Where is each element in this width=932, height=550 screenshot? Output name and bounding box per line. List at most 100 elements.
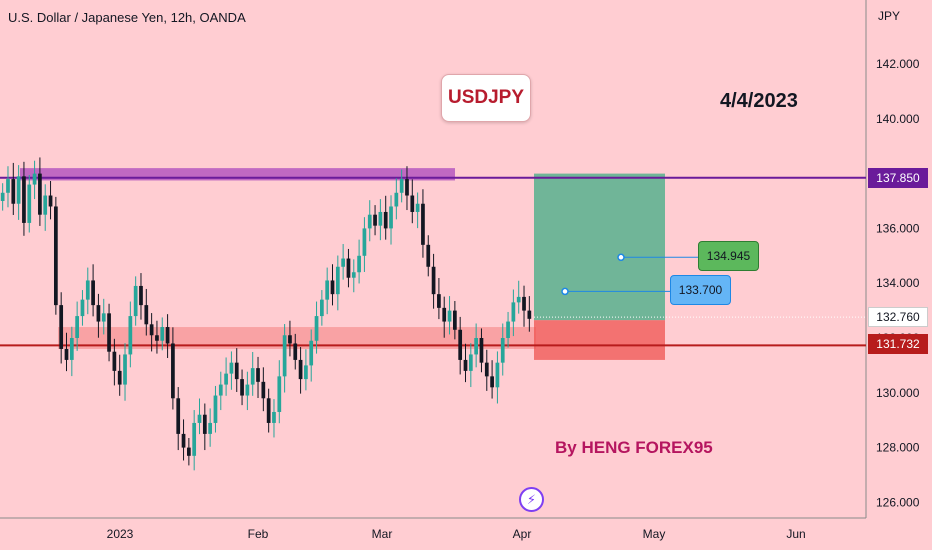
candle-body (495, 362, 500, 388)
candle-body (80, 299, 85, 317)
candle-body (282, 335, 287, 377)
candle-body (32, 173, 37, 185)
candle-body (309, 340, 314, 366)
candle-body (256, 368, 260, 382)
candle-body (181, 433, 186, 448)
author-annotation: By HENG FOREX95 (555, 438, 713, 457)
candle-body (490, 376, 494, 388)
candle-body (245, 384, 250, 396)
candle-body (405, 179, 409, 196)
candle-body (415, 203, 420, 212)
candle-body (69, 338, 74, 360)
candle-body (149, 324, 154, 336)
target-1-anchor[interactable] (561, 287, 569, 296)
candle-body (16, 176, 21, 204)
price-axis-ticks: 126.000128.000130.000132.000134.000136.0… (876, 57, 920, 509)
candle-body (389, 206, 393, 229)
candle-body (437, 294, 441, 308)
candle-body (176, 398, 181, 434)
candle-body (447, 310, 452, 322)
candle-body (117, 370, 122, 385)
candle-body (240, 379, 244, 396)
time-tick-label: Jun (786, 527, 805, 541)
resistance-price: 137.850 (876, 171, 920, 185)
candle-body (293, 343, 298, 360)
current-price: 132.760 (876, 310, 920, 324)
candle-body (234, 362, 239, 380)
price-tick-label: 140.000 (876, 112, 920, 126)
target-2-label[interactable]: 134.945 (698, 241, 759, 271)
candle-body (452, 310, 457, 330)
candle-body (192, 422, 197, 456)
time-tick-label: Feb (248, 527, 269, 541)
price-tick-label: 136.000 (876, 221, 920, 235)
candle-body (484, 362, 489, 377)
candle-body (421, 203, 425, 245)
candle-body (64, 348, 69, 360)
candle-body (383, 211, 388, 229)
candle-body (516, 296, 521, 303)
long-position-stop-zone[interactable] (534, 320, 665, 360)
candle-body (341, 258, 346, 267)
candle-body (378, 211, 383, 226)
candle-body (85, 280, 90, 300)
candle-body (474, 338, 479, 355)
candle-body (527, 310, 532, 319)
resistance-price-tag: 137.850 (868, 168, 928, 188)
time-tick-label: Mar (372, 527, 393, 541)
candle-body (155, 335, 159, 341)
time-axis-labels: 2023 Feb Mar Apr May Jun (107, 527, 806, 541)
candle-body (463, 359, 468, 371)
candle-body (522, 296, 526, 311)
candle-body (357, 255, 361, 273)
candle-body (511, 302, 516, 322)
candle-body (351, 272, 356, 278)
time-tick-label: Apr (513, 527, 532, 541)
candlestick-series (0, 157, 532, 471)
candle-body (213, 395, 218, 423)
candle-body (500, 338, 505, 363)
candle-body (298, 359, 303, 380)
candle-body (479, 338, 484, 363)
candle-body (272, 411, 276, 423)
support-price: 131.732 (876, 337, 920, 351)
candle-body (314, 316, 319, 341)
candle-body (53, 206, 58, 306)
candle-body (202, 414, 207, 434)
price-tick-label: 142.000 (876, 57, 920, 71)
target-2-anchor[interactable] (617, 253, 625, 262)
candle-body (133, 285, 138, 317)
candle-body (139, 285, 143, 306)
target-1-label[interactable]: 133.700 (670, 275, 731, 305)
candle-body (43, 195, 48, 215)
candle-body (38, 173, 42, 215)
target-2-value: 134.945 (706, 249, 751, 263)
long-position-profit-zone[interactable] (534, 173, 665, 321)
symbol-label-box[interactable]: USDJPY (441, 74, 531, 122)
candle-body (128, 316, 133, 355)
candle-body (224, 373, 228, 385)
candle-body (27, 184, 32, 223)
candle-body (75, 316, 80, 338)
symbol-label: USDJPY (447, 87, 525, 108)
lightning-bolt-icon[interactable]: ⚡ (519, 487, 544, 512)
time-tick-label: 2023 (107, 527, 134, 541)
candle-body (0, 192, 5, 201)
candle-body (346, 258, 351, 278)
price-tick-label: 126.000 (876, 495, 920, 509)
candle-body (442, 307, 447, 322)
support-zone[interactable] (58, 327, 536, 349)
candle-body (426, 244, 431, 267)
candle-body (399, 179, 404, 193)
candle-body (266, 398, 271, 423)
candle-body (335, 266, 340, 295)
price-tick-label: 130.000 (876, 386, 920, 400)
candle-body (458, 329, 463, 360)
candle-body (6, 179, 10, 193)
candle-body (91, 280, 95, 306)
candle-body (186, 447, 191, 456)
candle-body (373, 214, 377, 226)
candle-body (250, 368, 255, 385)
candle-body (325, 280, 330, 300)
